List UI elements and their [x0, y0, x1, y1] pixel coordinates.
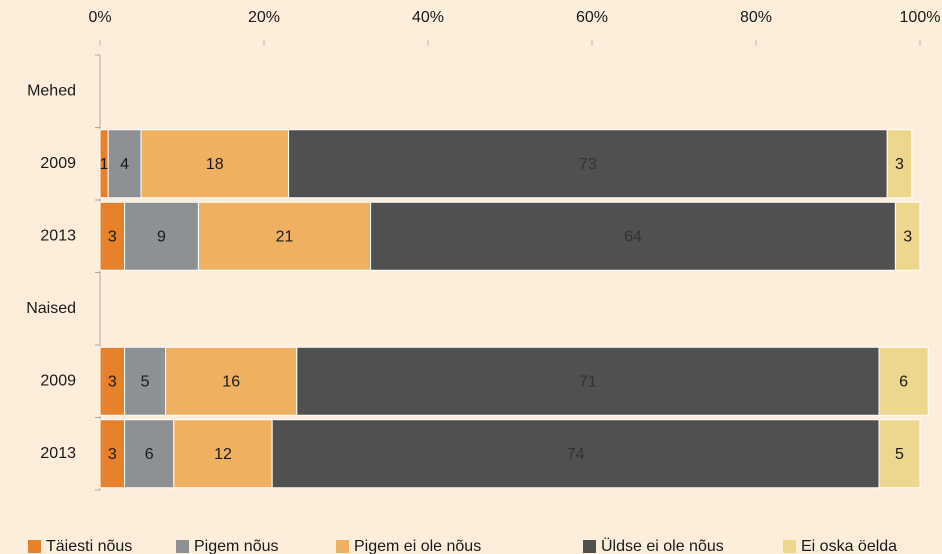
data-label: 5 [895, 446, 904, 463]
bar-segment [140, 129, 290, 199]
bar-segment [894, 201, 921, 271]
data-label: 6 [145, 446, 154, 463]
y-tick-label: 2013 [40, 445, 76, 462]
data-label: 3 [108, 373, 117, 390]
x-tick-label: 100% [900, 9, 941, 26]
bar-segment [271, 419, 880, 489]
x-tick-label: 60% [576, 9, 608, 26]
legend-swatch [28, 540, 41, 553]
data-label: 64 [624, 228, 642, 245]
data-label: 73 [579, 156, 597, 173]
x-tick-label: 20% [248, 9, 280, 26]
data-label: 3 [903, 228, 912, 245]
data-label: 3 [895, 156, 904, 173]
data-label: 4 [120, 156, 129, 173]
x-tick-label: 40% [412, 9, 444, 26]
data-label: 71 [579, 373, 597, 390]
data-label: 3 [108, 446, 117, 463]
y-tick-label: 2013 [40, 227, 76, 244]
data-label: 3 [108, 228, 117, 245]
bar-segment [165, 346, 298, 416]
legend-swatch [336, 540, 349, 553]
data-label: 16 [222, 373, 240, 390]
data-label: 18 [206, 156, 224, 173]
bar-segment [878, 419, 921, 489]
y-tick-label: 2009 [40, 155, 76, 172]
data-label: 21 [276, 228, 294, 245]
bar-segment [886, 129, 913, 199]
bar-segment [197, 201, 372, 271]
bar-segment [124, 201, 199, 271]
legend-label: Täiesti nõus [46, 538, 132, 554]
legend-label: Ei oska öelda [801, 538, 897, 554]
data-label: 74 [567, 446, 585, 463]
x-tick-label: 0% [88, 9, 111, 26]
legend-swatch [783, 540, 796, 553]
data-label: 5 [141, 373, 150, 390]
bar-segment [288, 129, 888, 199]
y-tick-label: 2009 [40, 372, 76, 389]
bar-segment [124, 346, 167, 416]
legend-label: Pigem ei ole nõus [354, 538, 481, 554]
y-tick-label: Naised [26, 300, 76, 317]
y-tick-label: Mehed [27, 82, 76, 99]
bar-segment [107, 129, 142, 199]
bar-segment [99, 201, 126, 271]
data-label: 1 [100, 156, 109, 173]
legend-swatch [583, 540, 596, 553]
bar-segment [124, 419, 175, 489]
bar-segment [173, 419, 273, 489]
legend-label: Üldse ei ole nõus [601, 537, 724, 554]
legend-swatch [176, 540, 189, 553]
x-tick-label: 80% [740, 9, 772, 26]
data-label: 6 [899, 373, 908, 390]
bar-segment [99, 419, 126, 489]
legend-label: Pigem nõus [194, 538, 279, 554]
bar-segment [370, 201, 896, 271]
data-label: 9 [157, 228, 166, 245]
data-label: 12 [214, 446, 232, 463]
bar-segment [878, 346, 929, 416]
bar-segment [296, 346, 880, 416]
